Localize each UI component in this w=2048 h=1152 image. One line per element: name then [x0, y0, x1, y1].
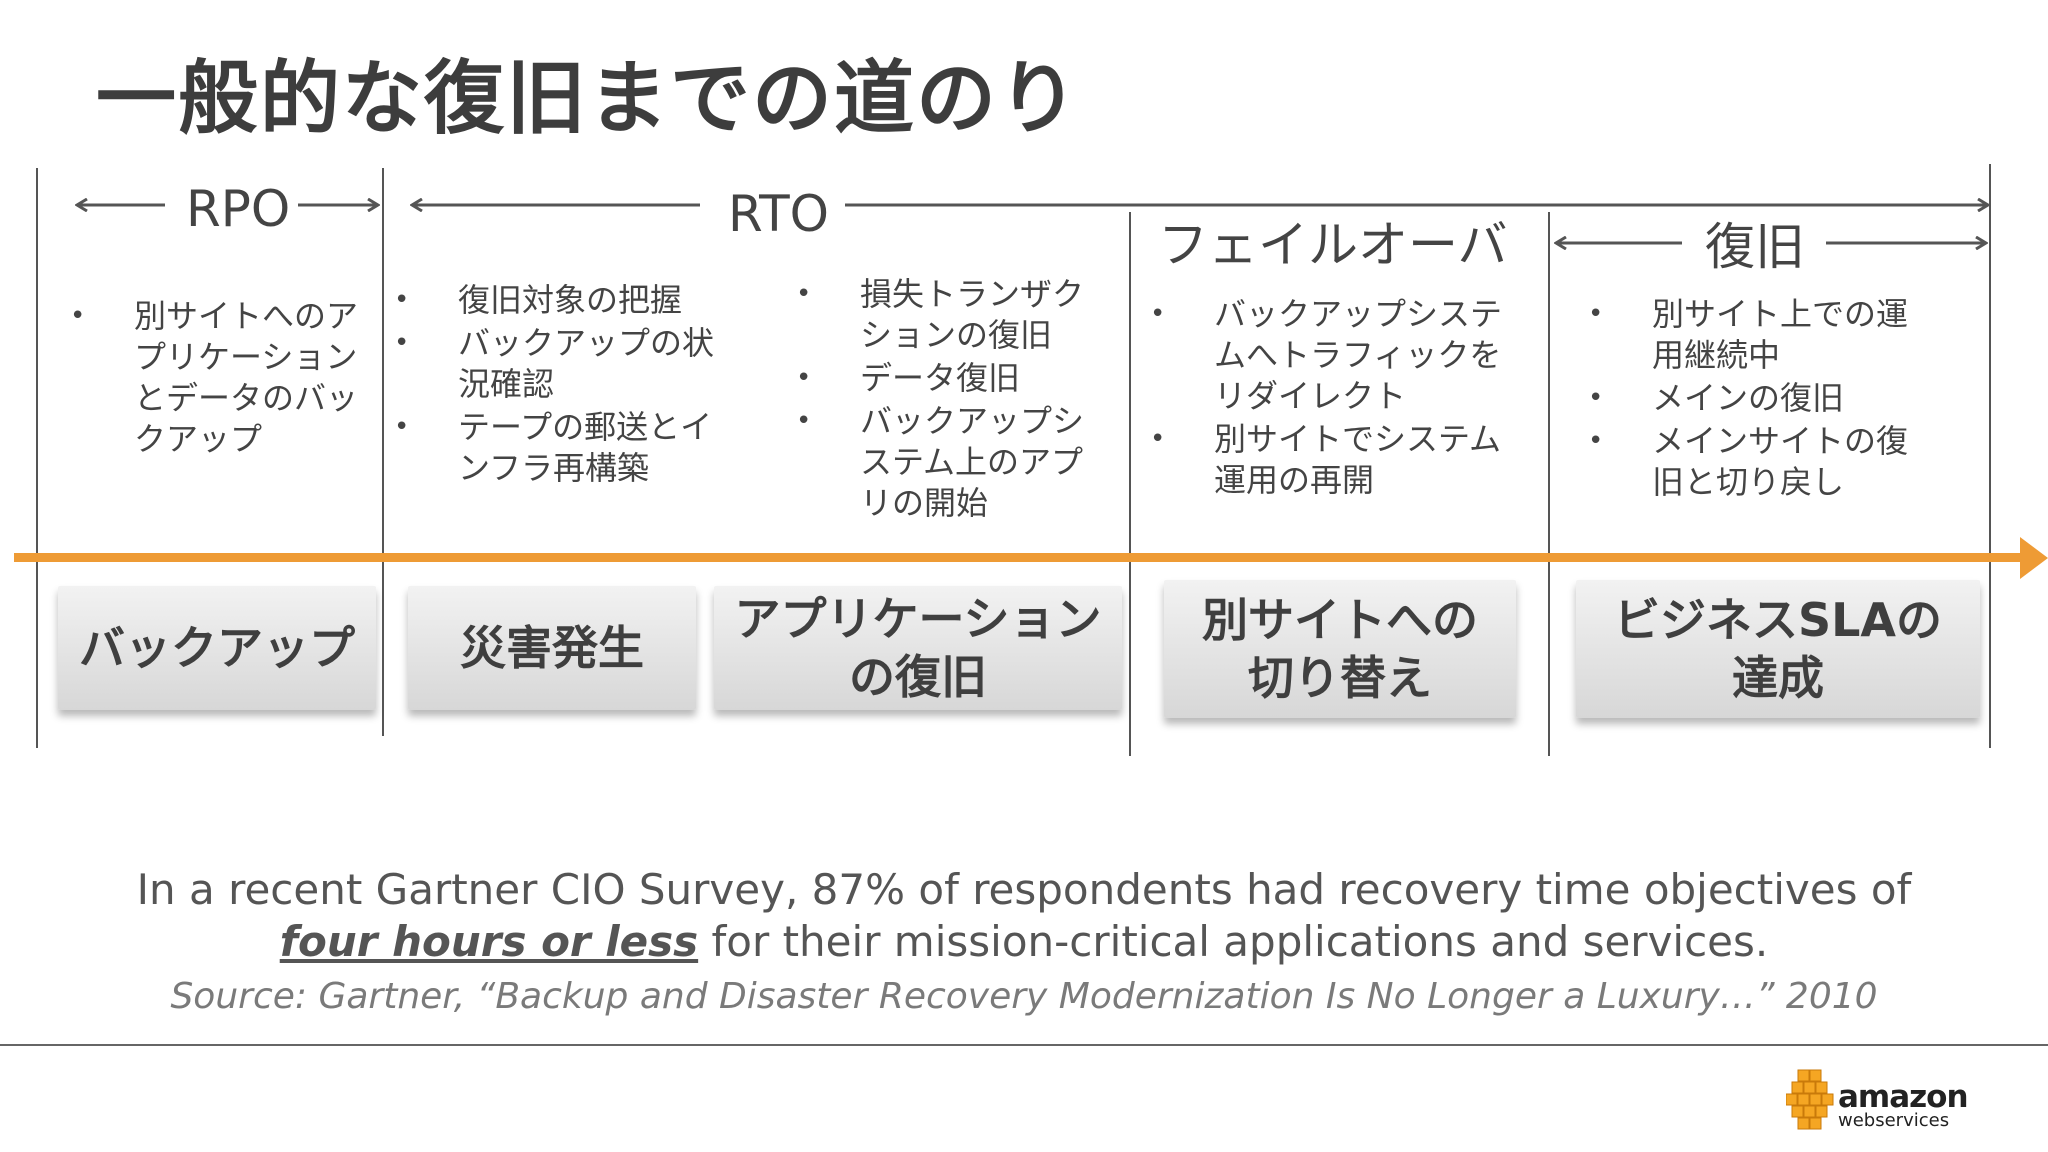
bullet-list-app-recovery: 損失トランザクションの復旧 データ復旧 バックアップシステム上のアプリの開始 [796, 274, 1106, 526]
timeline-arrow-head [2020, 537, 2048, 579]
phase-label: バックアップ [79, 621, 355, 675]
quote-line-2: four hours or less for their mission-cri… [0, 916, 2048, 968]
bullet-list-rpo: 別サイトへのアプリケーションとデータのバックアップ [70, 296, 370, 462]
divider-line [1548, 212, 1550, 756]
survey-quote: In a recent Gartner CIO Survey, 87% of r… [0, 864, 2048, 968]
list-item: バックアップの状況確認 [394, 323, 744, 405]
quote-line-1: In a recent Gartner CIO Survey, 87% of r… [136, 865, 1912, 914]
phase-app-recovery: アプリケーション の復旧 [714, 586, 1122, 710]
divider-line [382, 168, 384, 736]
failover-label: フェイルオーバ [1158, 216, 1508, 274]
rto-label: RTO [728, 185, 830, 243]
bullet-list-failover: バックアップシステムへトラフィックをリダイレクト 別サイトでシステム運用の再開 [1150, 294, 1530, 503]
phase-label: ビジネスSLAの 達成 [1613, 593, 1943, 705]
list-item: バックアップシステムへトラフィックをリダイレクト [1150, 294, 1530, 417]
list-item: メインの復旧 [1588, 378, 1938, 419]
aws-logo-brand: amazon [1838, 1079, 1969, 1115]
list-item: 損失トランザクションの復旧 [796, 274, 1106, 356]
list-item: 別サイトへのアプリケーションとデータのバックアップ [70, 296, 370, 460]
page-title: 一般的な復旧までの道のり [96, 52, 1080, 145]
list-item: テープの郵送とインフラ再構築 [394, 407, 744, 489]
list-item: 復旧対象の把握 [394, 280, 744, 321]
divider-line [36, 168, 38, 748]
quote-emphasis: four hours or less [279, 917, 699, 966]
phase-label: アプリケーション の復旧 [734, 592, 1102, 704]
source-citation: Source: Gartner, “Backup and Disaster Re… [170, 976, 1878, 1017]
divider-line [1129, 212, 1131, 756]
phase-label: 災害発生 [460, 621, 644, 675]
phase-business-sla: ビジネスSLAの 達成 [1576, 580, 1980, 718]
phase-disaster: 災害発生 [408, 586, 696, 710]
timeline-bar [14, 553, 2024, 562]
list-item: データ復旧 [796, 358, 1106, 399]
quote-line-2-rest: for their mission-critical applications … [698, 917, 1769, 966]
footer-divider [0, 1044, 2048, 1046]
aws-logo-sub: webservices [1838, 1110, 1950, 1131]
phase-backup: バックアップ [58, 586, 376, 710]
list-item: メインサイトの復旧と切り戻し [1588, 421, 1938, 503]
list-item: 別サイトでシステム運用の再開 [1150, 419, 1530, 501]
divider-line [1989, 164, 1991, 748]
bullet-list-disaster: 復旧対象の把握 バックアップの状況確認 テープの郵送とインフラ再構築 [394, 280, 744, 491]
rpo-label: RPO [186, 180, 291, 238]
phase-switch-site: 別サイトへの 切り替え [1164, 580, 1516, 718]
aws-cubes-icon [1786, 1069, 1834, 1130]
recovery-label: 復旧 [1705, 218, 1805, 276]
bullet-list-recovery: 別サイト上での運用継続中 メインの復旧 メインサイトの復旧と切り戻し [1588, 294, 1938, 505]
phase-label: 別サイトへの 切り替え [1202, 593, 1478, 705]
span-arrows [0, 0, 2048, 300]
list-item: 別サイト上での運用継続中 [1588, 294, 1938, 376]
list-item: バックアップシステム上のアプリの開始 [796, 401, 1106, 524]
